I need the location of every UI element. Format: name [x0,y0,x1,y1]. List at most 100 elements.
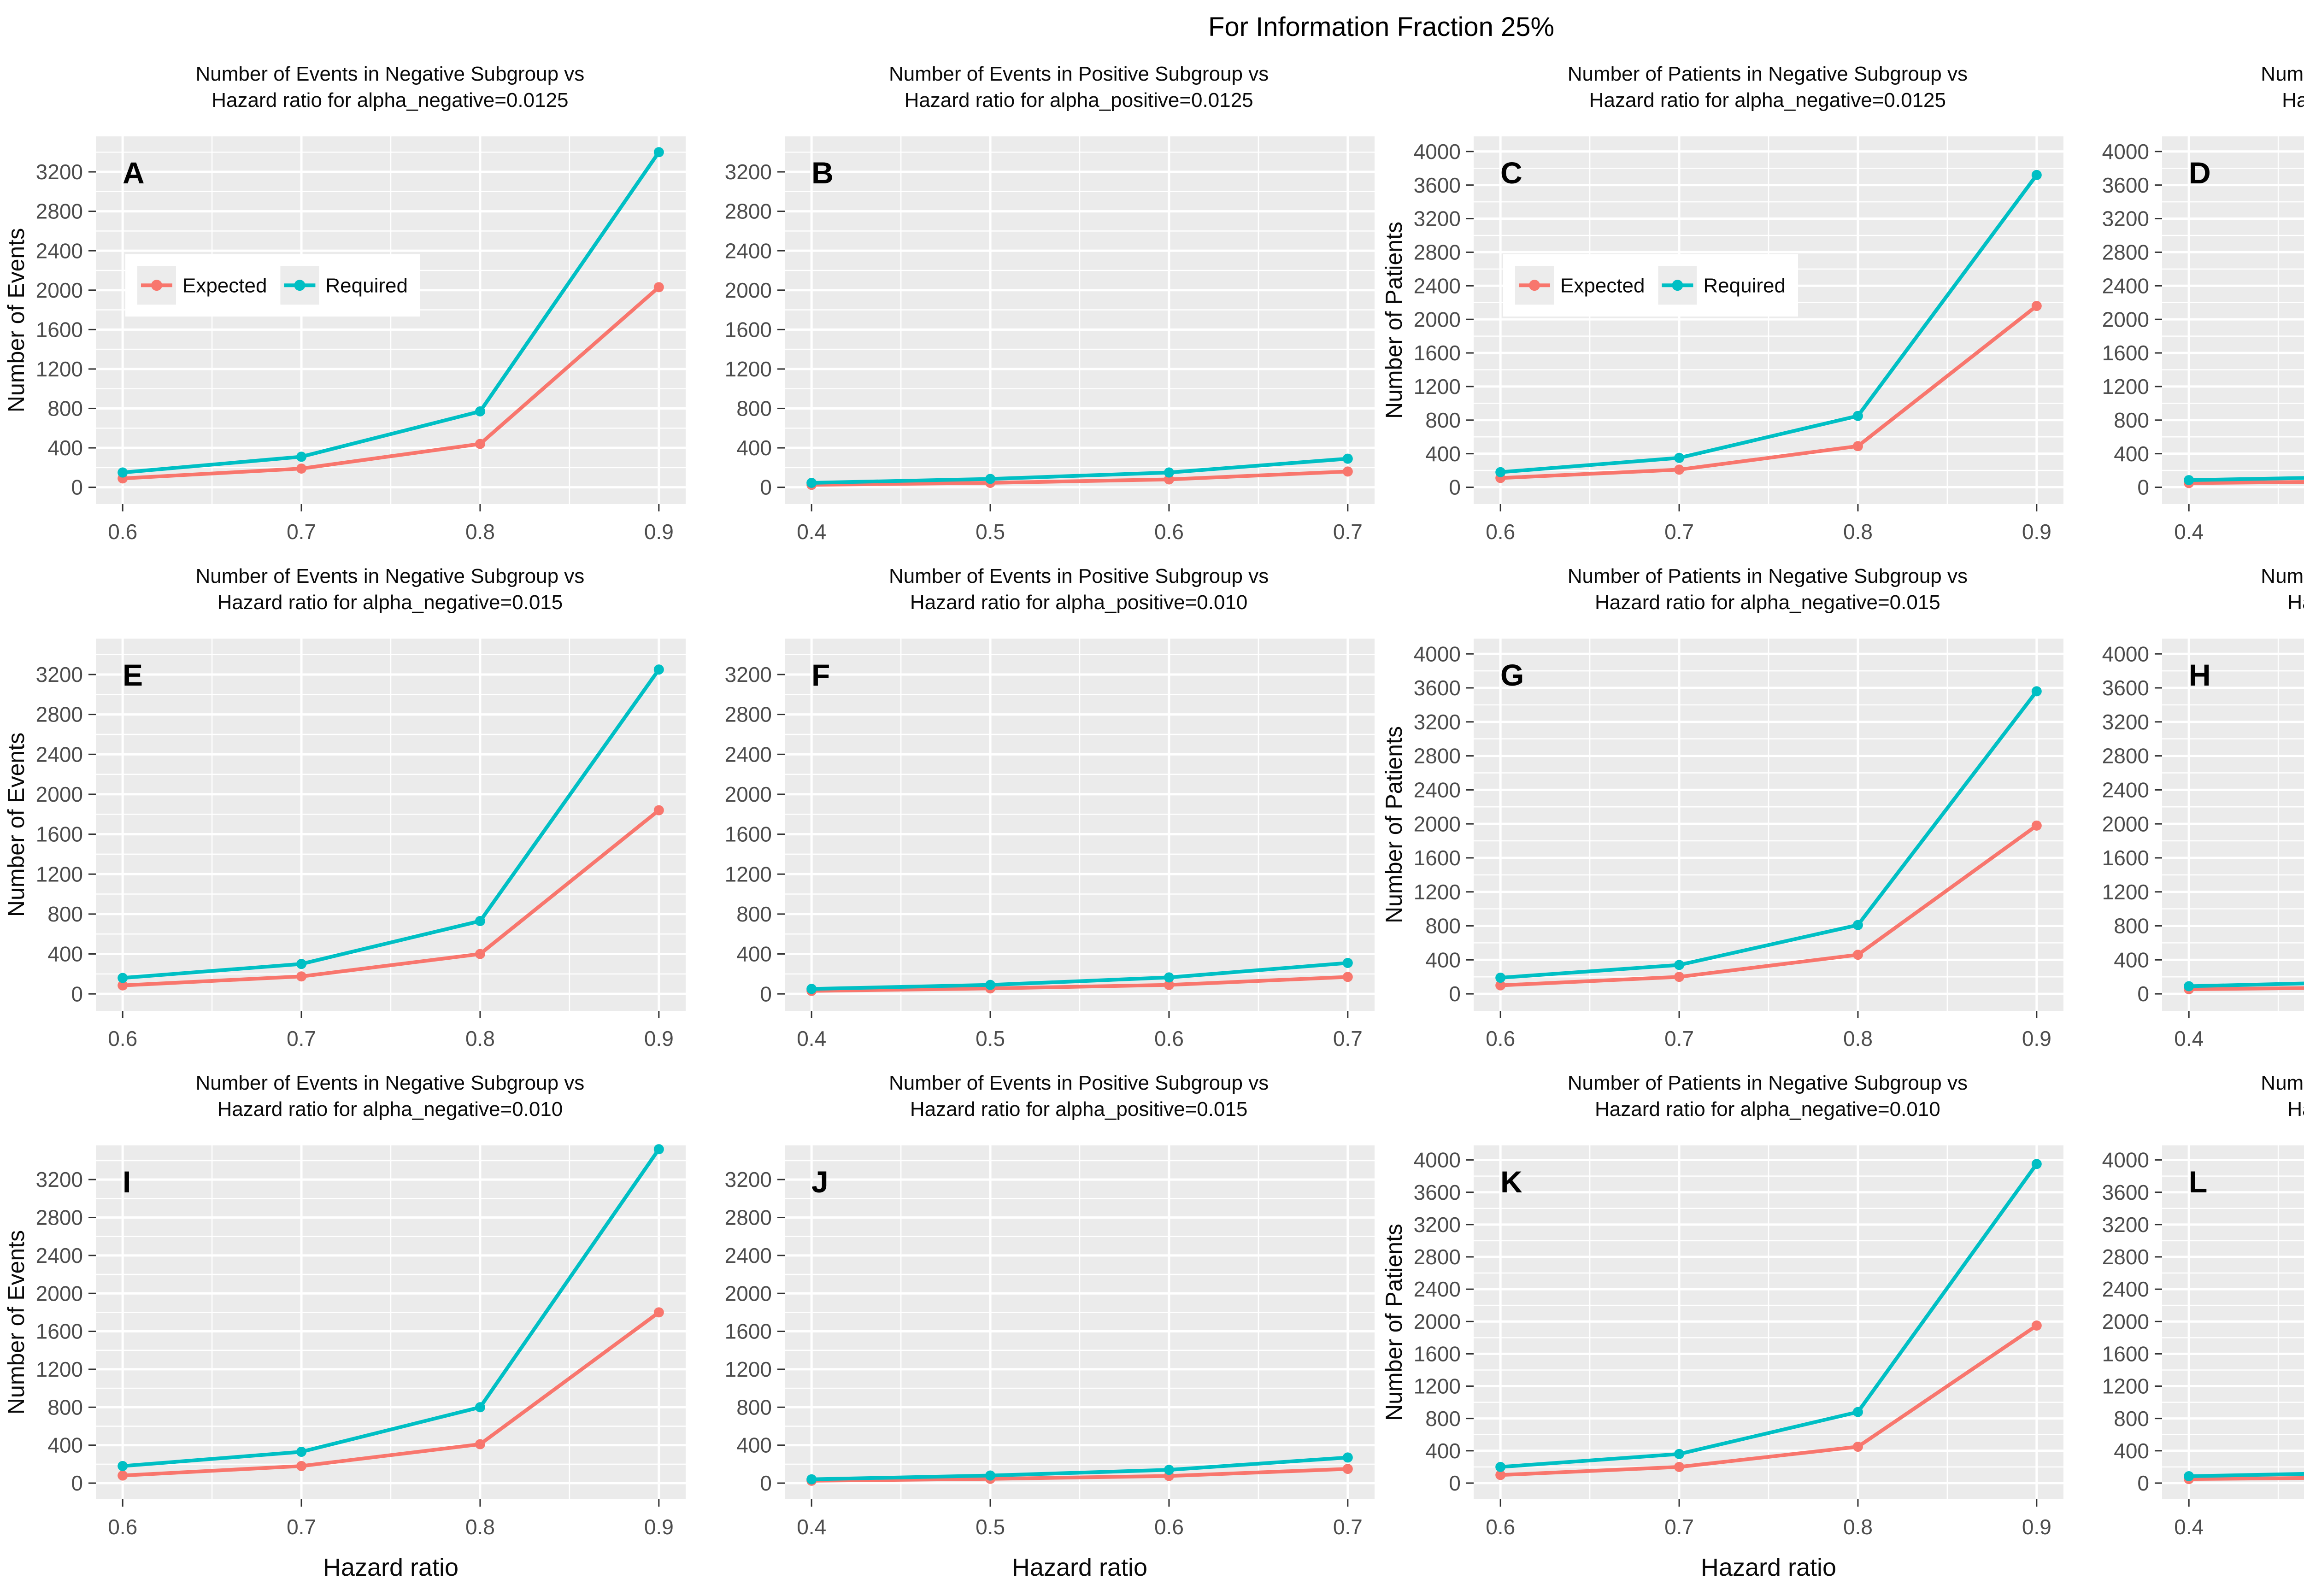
plot-cell-E: Number of Events in Negative Subgroup vs… [4,556,693,1062]
y-tick-label: 3200 [1413,207,1460,231]
x-tick-label: 0.4 [2174,1027,2204,1050]
data-point [118,973,128,983]
y-tick-label: 1600 [724,317,771,341]
x-tick-label: 0.9 [644,1515,674,1539]
series-line [122,1148,661,1468]
data-point [1852,411,1863,421]
series-required [1495,1159,2042,1472]
subplot-title-J: Number of Events in Positive Subgroup vs… [693,1062,1381,1139]
y-tick-label: 1200 [2102,880,2149,904]
plot-canvas-E: E 0.6 0.7 0.8 0.9 0 400 800 1200 1600 2000 2400 2800… [4,639,686,1050]
major-gridlines [2162,136,2304,504]
axis-ticks: 0.6 0.7 0.8 0.9 0 400 800 1200 1600 2000 2400 2800 3… [1413,642,2051,1050]
y-tick-label: 3600 [2102,1180,2149,1204]
y-tick-label: 1600 [724,822,771,846]
subplot-title-B-line1: Number of Events in Positive Subgroup vs [889,63,1269,85]
series-line [122,151,661,475]
y-tick-label: 3200 [36,1168,83,1191]
subplot-title-A-line1: Number of Events in Negative Subgroup vs [195,63,585,85]
y-tick-label: 2800 [36,200,83,223]
legend-label: Required [1703,275,1786,297]
panel-letter: E [123,658,143,692]
y-tick-label: 0 [760,475,772,499]
major-gridlines [784,1145,1375,1499]
y-tick-label: 4000 [1413,642,1460,666]
y-tick-label: 1600 [724,1320,771,1344]
y-tick-label: 4000 [2102,1148,2149,1172]
y-tick-label: 2400 [724,1244,771,1267]
minor-gridlines [784,1145,1375,1499]
data-point [1852,1442,1863,1452]
series-line [811,961,1348,991]
series-line [1500,690,2038,980]
x-tick-label: 0.7 [1333,1027,1363,1050]
series-required [2184,475,2304,486]
plot-canvas-G: G 0.6 0.7 0.8 0.9 0 400 800 1200 1600 2000 2400 2800… [1381,639,2063,1050]
data-point [1342,1452,1353,1463]
y-tick-label: 2400 [36,1244,83,1267]
subplot-title-G-line1: Number of Patients in Negative Subgroup … [1567,565,1968,587]
series-line [122,668,661,980]
data-point [2031,1159,2042,1169]
y-axis-title: Number of Patients [1381,1224,1407,1421]
series-line [122,809,660,987]
data-point [1852,441,1863,452]
y-tick-label: 4000 [1413,1148,1460,1172]
y-tick-label: 0 [2138,982,2150,1006]
axis-ticks: 0.6 0.7 0.8 0.9 0 400 800 1200 1600 2000 2400 2800 3… [36,160,674,544]
data-point [806,1474,817,1485]
series-line [2189,476,2304,482]
y-tick-label: 400 [2114,1439,2150,1463]
series-line [811,1467,1348,1483]
y-tick-label: 800 [47,1395,83,1419]
plot-cell-L: Number of Patients in Positive Subgroup … [2070,1062,2304,1595]
plot-canvas-H: H0.40.50.60.7040080012001600200024002800… [2102,639,2304,1050]
x-tick-label: 0.8 [465,520,495,544]
minor-gridlines [1473,639,2063,1011]
data-point [1852,1407,1863,1417]
series-required [2184,1471,2304,1482]
y-tick-label: 400 [47,942,83,966]
major-gridlines [1473,1145,2063,1499]
legend-label: Required [325,275,408,297]
y-tick-label: 2000 [36,278,83,302]
data-point [2031,686,2042,697]
x-tick-label: 0.7 [287,1027,316,1050]
legend-key-point [1528,280,1540,291]
legend-key-point [294,280,306,291]
plot-canvas-B: B 0.4 0.5 0.6 0.7 0 400 800 1200 1600 2000 2400 2800… [724,136,1375,544]
y-tick-label: 1600 [2102,1342,2149,1366]
subplot-title-I-line1: Number of Events in Negative Subgroup vs [195,1072,585,1094]
data-point [1342,958,1353,968]
y-tick-label: 400 [1425,442,1461,466]
y-tick-label: 400 [2114,948,2150,972]
series-line [1500,174,2038,474]
y-tick-label: 2800 [724,703,771,727]
minor-gridlines [784,136,1375,504]
data-point [1674,972,1684,982]
axis-ticks: 0.4 0.5 0.6 0.7 0 400 800 1200 1600 2000 2400 2800 3… [724,663,1362,1050]
y-tick-label: 3200 [1413,710,1460,734]
y-tick-label: 800 [47,902,83,926]
x-axis-title: Hazard ratio [1700,1554,1836,1581]
data-point [1674,1461,1684,1472]
data-point [475,1402,485,1413]
minor-gridlines [2162,1145,2304,1499]
x-tick-label: 0.8 [1843,1027,1872,1050]
x-tick-label: 0.6 [1154,520,1184,544]
subplot-title-H-line1: Number of Patients in Positive Subgroup … [2261,565,2304,587]
subplot-title-K: Number of Patients in Negative Subgroup … [1381,1062,2070,1139]
y-tick-label: 400 [1425,1439,1461,1463]
y-tick-label: 3600 [1413,173,1460,197]
y-tick-label: 2800 [36,703,83,727]
x-tick-label: 0.7 [287,520,316,544]
minor-gridlines [2162,639,2304,1011]
y-tick-label: 2800 [2102,1245,2149,1269]
x-tick-label: 0.5 [976,1515,1005,1539]
y-axis-title: Number of Events [4,1230,29,1414]
data-point [1495,1470,1505,1480]
y-tick-label: 1200 [724,357,771,381]
x-tick-label: 0.4 [797,1515,826,1539]
series-line [811,457,1348,485]
